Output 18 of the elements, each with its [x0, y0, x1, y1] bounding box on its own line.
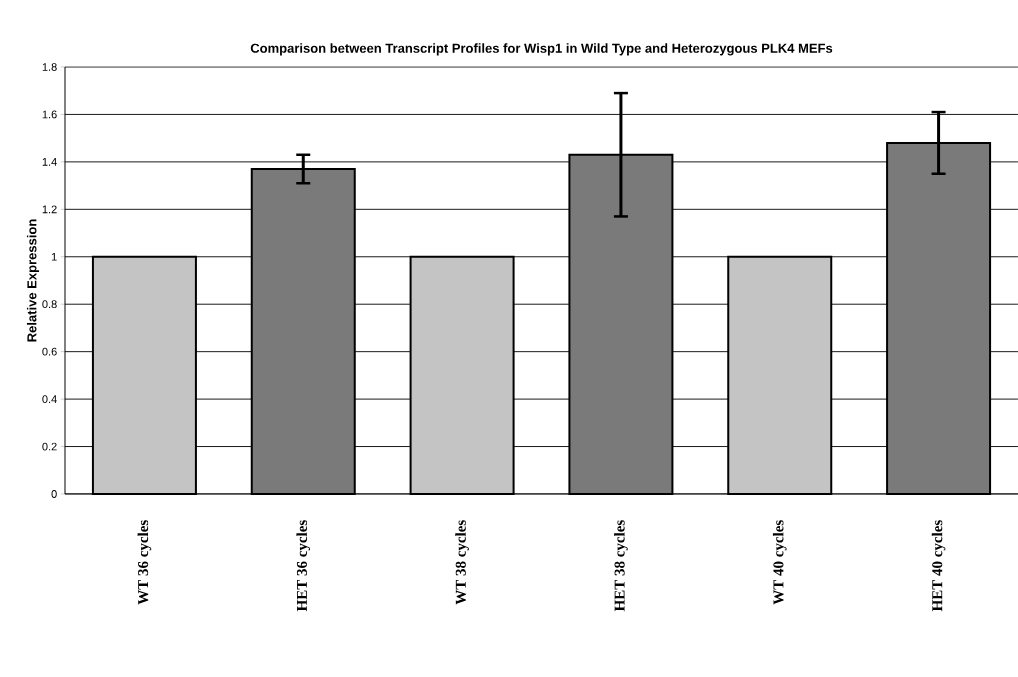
y-axis-title: Relative Expression: [26, 219, 40, 342]
y-tick-label: 0.4: [42, 395, 57, 403]
x-tick-label: HET 38 cycles: [614, 520, 628, 612]
y-tick-label: 1: [51, 252, 57, 261]
y-tick-label: 1.2: [42, 205, 57, 214]
y-tick-label: 0.6: [42, 347, 57, 356]
x-tick-label: HET 40 cycles: [931, 520, 946, 612]
x-tick-label: WT 36 cycles: [137, 520, 152, 605]
x-tick-label: WT 38 cycles: [455, 520, 469, 605]
y-tick-label: 1.4: [42, 158, 57, 166]
y-tick-label: 0.8: [42, 300, 57, 309]
x-tick-label: WT 40 cycles: [772, 520, 787, 605]
y-tick-label: 0: [51, 490, 57, 498]
y-tick-label: 0.2: [42, 442, 57, 451]
chart-title: Comparison between Transcript Profiles for Wisp1 in Wild Type and Heterozygous PLK4 MEFs: [250, 43, 833, 56]
y-tick-label: 1.8: [42, 63, 57, 71]
x-tick-label: HET 36 cycles: [296, 520, 311, 612]
y-tick-label: 1.6: [42, 110, 57, 119]
